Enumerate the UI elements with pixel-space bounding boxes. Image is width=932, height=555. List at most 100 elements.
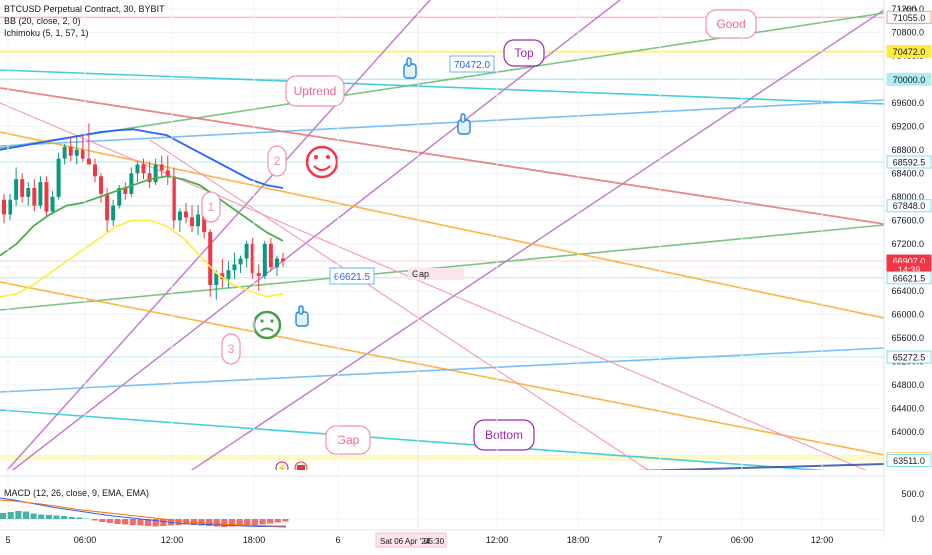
candle-body <box>20 179 25 197</box>
number-2-shape <box>267 145 287 177</box>
gap-bubble-label-shape <box>325 425 371 455</box>
crosshair-date-box <box>375 532 447 548</box>
uptrend-label-shape <box>285 75 345 107</box>
gap-small-label: Gap <box>408 268 464 280</box>
candle-body <box>26 188 31 197</box>
candle-body <box>86 158 91 165</box>
macd-histogram-bar <box>129 519 136 525</box>
price-axis-label-text: 70472.0 <box>893 47 926 57</box>
pink-line-b <box>0 102 867 470</box>
macd-histogram-bar <box>259 519 266 525</box>
x-tick-label: 18:00 <box>243 535 266 545</box>
candle-body <box>80 149 85 159</box>
bottom-label-text: Bottom <box>485 428 523 442</box>
candle-body <box>256 273 261 277</box>
macd-histogram-bar <box>0 513 7 519</box>
crosshair-date-text: Sat 06 Apr '24 <box>380 537 431 546</box>
price-axis-label-box <box>886 45 932 59</box>
macd-histogram-bar <box>7 512 14 519</box>
good-label: Good <box>705 9 757 39</box>
macd-histogram-bar <box>137 519 144 526</box>
candle-body <box>105 193 110 221</box>
candle-body <box>99 176 104 194</box>
ichimoku-line <box>0 219 284 298</box>
hand-down-icon-finger <box>406 57 412 67</box>
smiley-green-icon <box>252 310 282 340</box>
macd-line <box>0 497 287 528</box>
price-axis-label-text: 66621.5 <box>893 273 926 283</box>
price-axis-label-box <box>886 155 932 169</box>
candle-body <box>92 164 97 177</box>
price-axis-label: 67848.0 <box>886 199 932 213</box>
macd-y-tick: 500.0 <box>901 489 924 499</box>
macd-histogram-bar <box>22 511 30 519</box>
candle-body <box>220 273 225 280</box>
candle-body <box>147 173 152 183</box>
bb-indicator-label[interactable]: BB (20, close, 2, 0) <box>4 16 81 26</box>
macd-histogram-bar <box>114 519 121 524</box>
x-tick-label: 12:00 <box>811 535 834 545</box>
price-tag-66621: 66621.5 <box>329 267 375 285</box>
candle-body <box>68 146 73 156</box>
price-axis-label: 63511.0 <box>886 454 932 468</box>
hand-down-icon <box>403 57 417 79</box>
bb-upper-line <box>0 128 284 189</box>
number-1-shape <box>201 191 221 223</box>
y-tick-label: 65600.0 <box>891 333 924 343</box>
macd-histogram-bar <box>30 513 37 519</box>
bb-basis-line <box>0 175 284 257</box>
candle-body <box>165 170 170 177</box>
candle-body <box>111 205 116 221</box>
candle-body <box>62 146 67 159</box>
teal-line-lower <box>0 409 827 470</box>
macd-histogram-bar <box>175 519 182 525</box>
macd-histogram-bar <box>61 516 68 519</box>
hand-point-icon-finger <box>298 305 304 315</box>
x-tick-label: 12:00 <box>486 535 509 545</box>
number-2-text: 2 <box>274 154 281 168</box>
ichimoku-indicator-label[interactable]: Ichimoku (5, 1, 57, 1) <box>4 28 89 38</box>
gap-zone-bottom <box>0 455 884 461</box>
candle-body <box>2 199 6 215</box>
price-axis-label-text: 68592.5 <box>893 158 926 168</box>
purple-line-b <box>11 0 621 470</box>
y-tick-label: 71200.0 <box>891 4 924 14</box>
macd-histogram-bar <box>152 519 159 527</box>
number-3-shape <box>221 333 241 365</box>
macd-histogram-bar <box>68 517 75 519</box>
price-axis-label-box <box>886 10 932 24</box>
top-label-text: Top <box>514 46 534 60</box>
number-3-text: 3 <box>228 342 235 356</box>
candle-body <box>159 164 164 171</box>
macd-histogram-bar <box>267 519 274 524</box>
y-tick-label: 64800.0 <box>891 380 924 390</box>
candle-body <box>38 182 43 206</box>
candle-body <box>171 176 176 221</box>
candle-body <box>183 211 188 218</box>
candles-group <box>2 123 285 300</box>
bottom-label-shape <box>473 419 535 451</box>
x-tick-label: 06:00 <box>731 535 754 545</box>
candle-body <box>262 243 267 277</box>
candle-body <box>117 188 122 206</box>
candle-body <box>238 258 243 265</box>
y-tick-label: 66400.0 <box>891 286 924 296</box>
price-axis-label: 66621.5 <box>886 271 932 285</box>
y-tick-label: 66000.0 <box>891 309 924 319</box>
candle-body <box>129 173 134 194</box>
candle-body <box>8 199 13 215</box>
macd-label: MACD (12, 26, close, 9, EMA, EMA) <box>4 488 149 498</box>
macd-histogram-bar <box>99 519 106 522</box>
smiley-red-icon <box>305 145 339 179</box>
x-tick-label: 7 <box>657 535 662 545</box>
candle-body <box>202 214 207 233</box>
x-tick-label: 5 <box>5 535 10 545</box>
candle-body <box>281 258 285 262</box>
number-1: 1 <box>201 191 221 223</box>
smiley-green-mouth <box>260 327 274 332</box>
hand-up-icon <box>457 113 471 135</box>
candle-body <box>32 188 37 206</box>
price-tag-70472: 70472.0 <box>449 55 495 73</box>
